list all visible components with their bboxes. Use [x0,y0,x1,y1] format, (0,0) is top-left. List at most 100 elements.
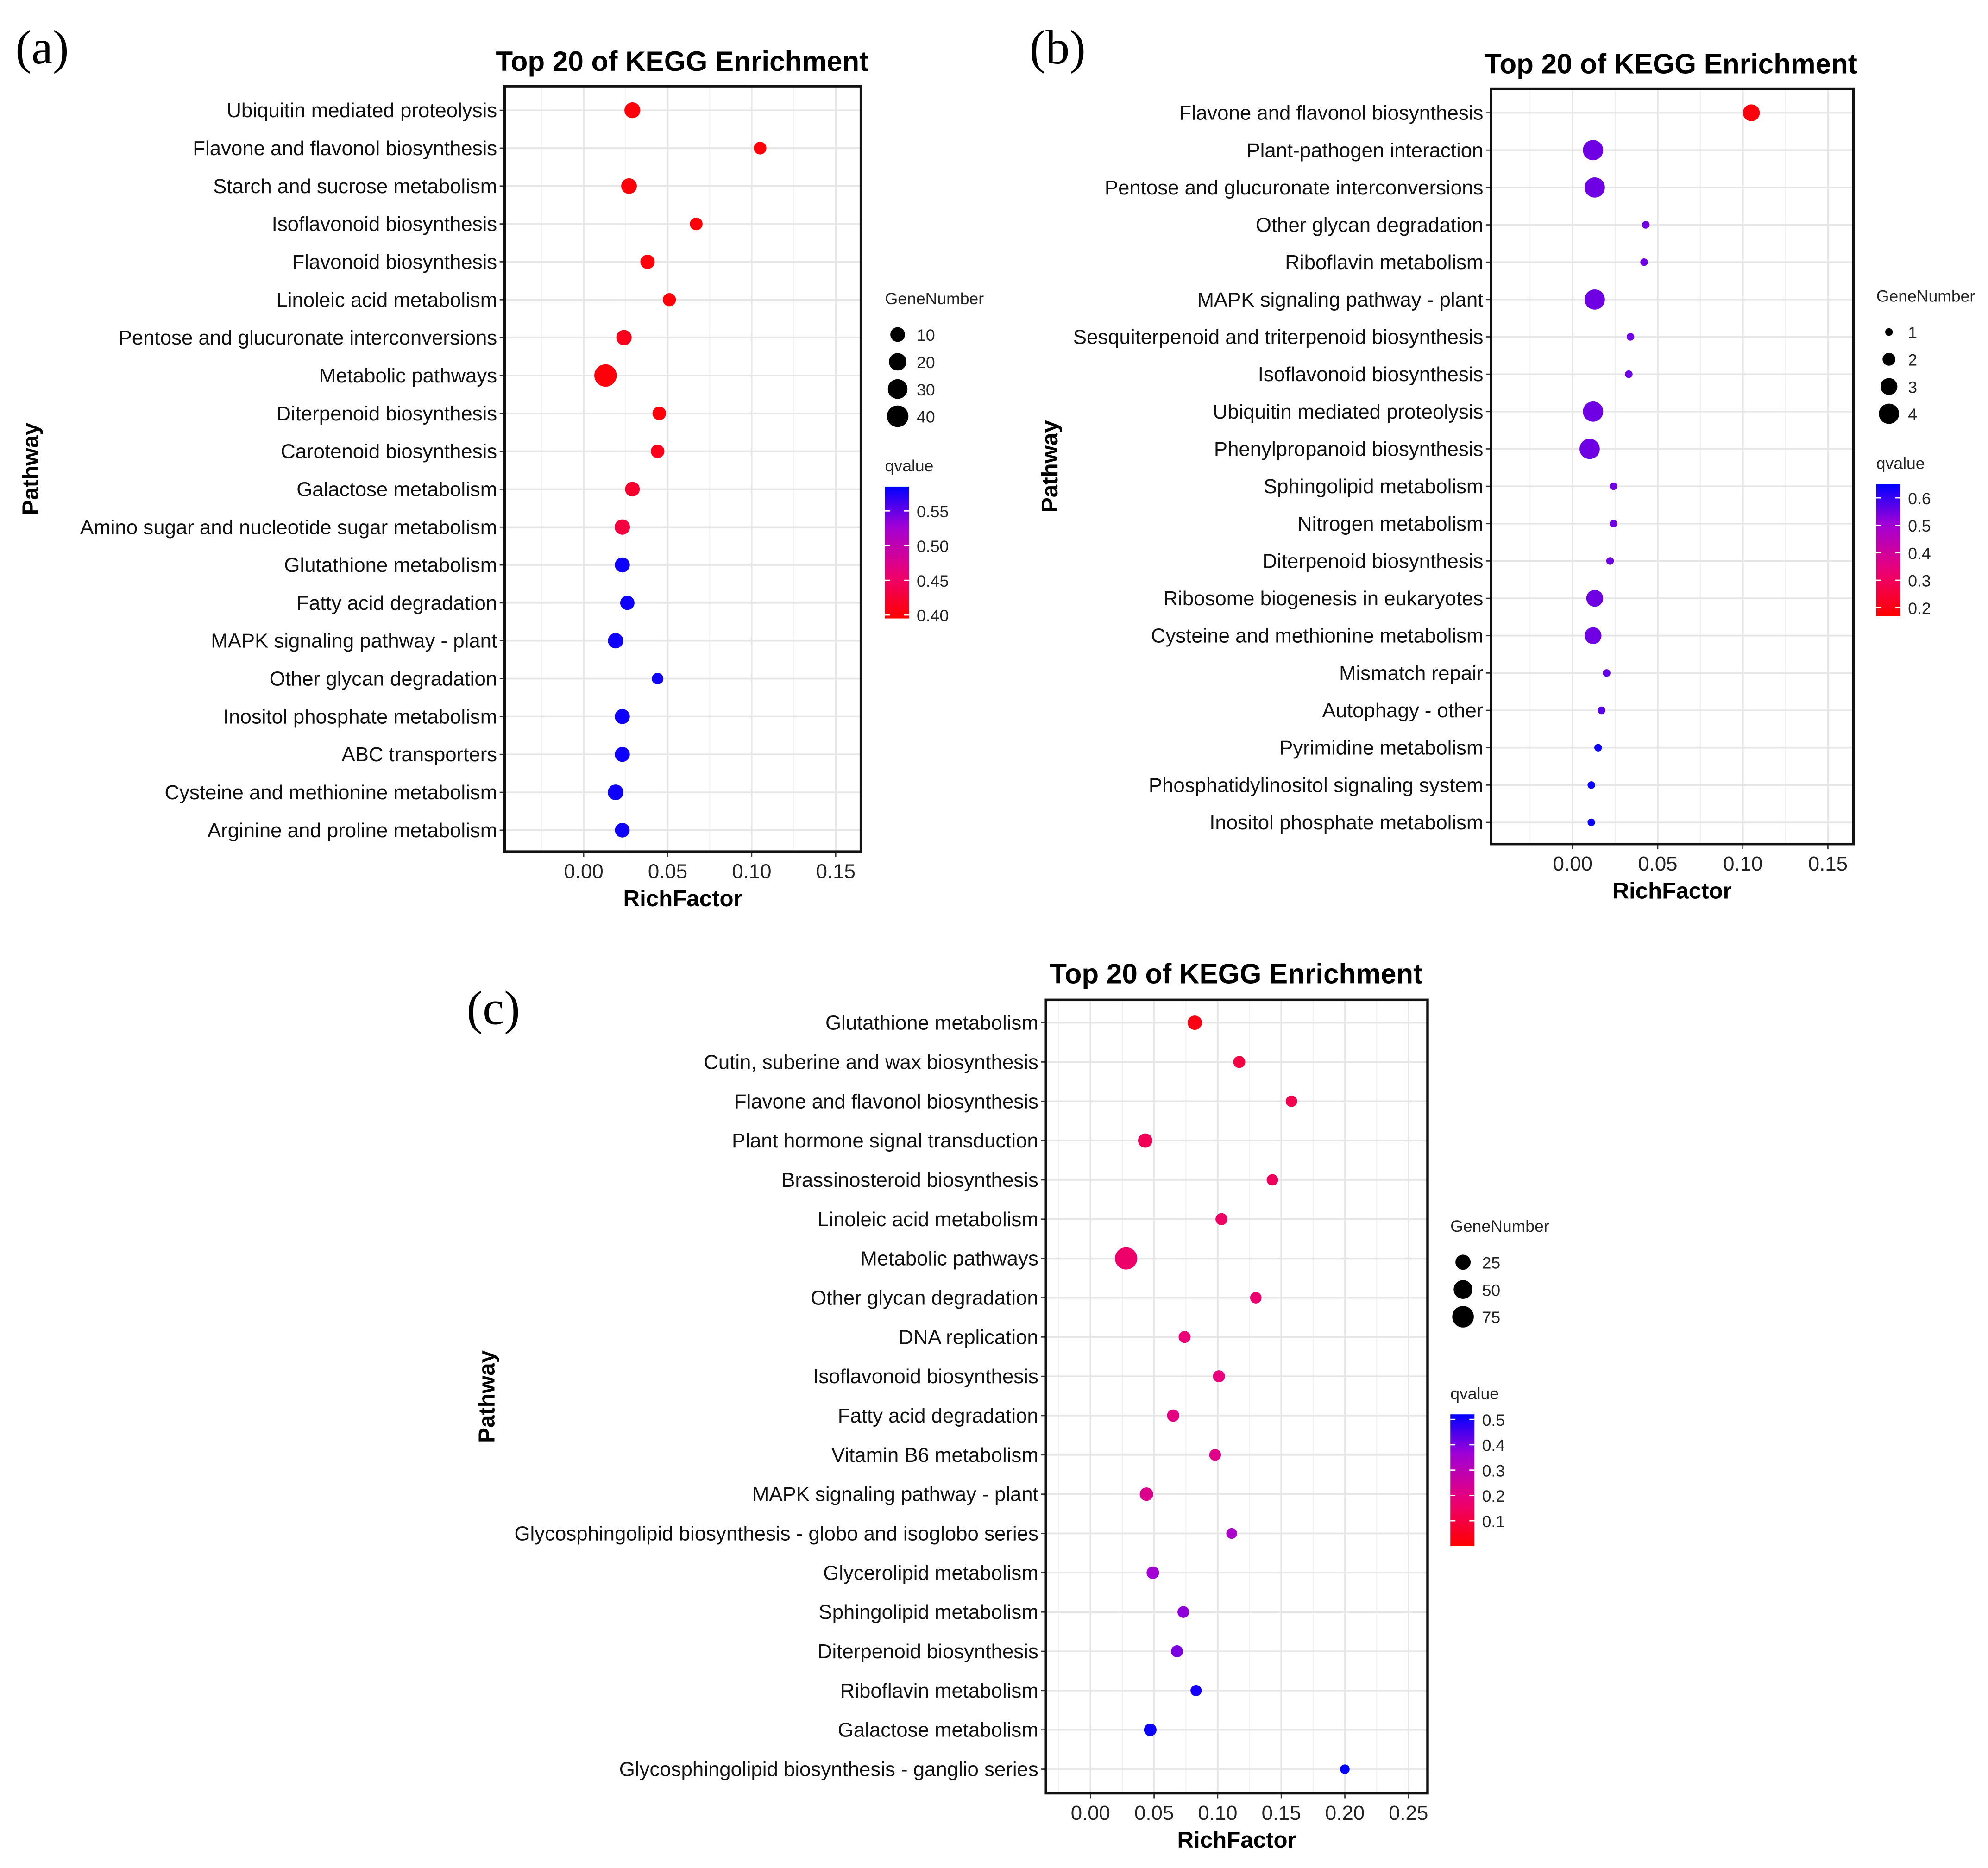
x-tick-label: 0.10 [732,860,771,883]
pathway-label: Metabolic pathways [319,364,497,387]
pathway-label: MAPK signaling pathway - plant [752,1483,1038,1506]
pathway-label: Ubiquitin mediated proteolysis [226,99,497,122]
pathway-label: Sphingolipid metabolism [818,1601,1038,1624]
pathway-label: ABC transporters [342,743,497,766]
color-legend-label: 0.3 [1482,1461,1505,1480]
data-point [1226,1528,1237,1539]
size-legend-key [1880,378,1898,395]
pathway-label: Linoleic acid metabolism [818,1208,1038,1231]
pathway-label: Cutin, suberine and wax biosynthesis [704,1051,1038,1073]
color-legend-label: 0.40 [917,607,949,625]
pathway-label: Other glycan degradation [1256,214,1483,237]
x-axis-title: RichFactor [623,886,742,911]
color-bar [1450,1414,1475,1546]
pathway-label: Diterpenoid biosynthesis [276,402,497,425]
x-tick-label: 0.05 [1638,853,1677,875]
data-point [624,102,641,119]
pathway-label: Phenylpropanoid biosynthesis [1214,438,1484,460]
y-axis-title: Pathway [18,422,43,515]
color-bar [1876,484,1900,616]
pathway-label: Ribosome biogenesis in eukaryotes [1163,587,1483,610]
pathway-label: Starch and sucrose metabolism [213,175,497,198]
color-legend-label: 0.55 [917,502,949,521]
pathway-label: Flavone and flavonol biosynthesis [1179,102,1484,125]
pathway-label: Glycerolipid metabolism [823,1561,1038,1584]
data-point [615,709,630,724]
data-point [625,482,640,497]
pathway-label: Fatty acid degradation [296,592,497,614]
size-legend-key [1885,328,1893,336]
size-legend-label: 75 [1482,1308,1501,1327]
x-tick-label: 0.10 [1723,853,1762,875]
data-point [1178,1331,1191,1343]
data-point [620,596,635,610]
data-point [1209,1449,1221,1461]
pathway-label: Sesquiterpenoid and triterpenoid biosynt… [1073,326,1484,349]
color-legend-title: qvalue [885,457,934,475]
data-point [754,142,767,155]
data-point [1233,1056,1246,1068]
data-point [1190,1685,1202,1696]
x-tick-label: 0.00 [564,860,604,883]
pathway-label: Linoleic acid metabolism [276,288,497,311]
color-legend-label: 0.1 [1482,1512,1505,1531]
data-point [1587,781,1595,789]
data-point [1146,1566,1159,1579]
panel-label: (a) [15,21,69,74]
x-tick-label: 0.15 [816,860,856,883]
color-legend-title: qvalue [1450,1384,1499,1403]
data-point [1610,482,1617,490]
pathway-label: Phosphatidylinositol signaling system [1149,774,1484,796]
data-point [1583,401,1604,422]
x-tick-label: 0.15 [1808,853,1848,875]
x-tick-label: 0.00 [1553,853,1592,875]
pathway-label: DNA replication [899,1326,1038,1348]
panel-a: (a) Top 20 of KEGG Enrichment 0.00 0.05 0.10… [15,21,984,911]
x-tick-label: 0.10 [1198,1802,1237,1824]
pathway-label: Inositol phosphate metabolism [223,705,497,728]
pathway-label: Glutathione metabolism [825,1012,1038,1034]
size-legend-label: 3 [1908,378,1917,396]
data-point [1177,1606,1189,1618]
plot-border [1044,998,1429,1795]
data-point [616,330,632,345]
size-legend-label: 40 [917,408,935,426]
size-legend-key [1879,403,1900,424]
data-point [1587,818,1595,827]
data-point [1171,1645,1183,1657]
data-point [1340,1764,1350,1774]
x-tick-label: 0.25 [1389,1802,1428,1824]
pathway-label: Cysteine and methionine metabolism [165,781,497,804]
pathway-label: Glycosphingolipid biosynthesis - ganglio… [619,1758,1038,1781]
panel-label: (b) [1030,21,1086,74]
size-legend-label: 50 [1482,1281,1501,1299]
size-legend-title: GeneNumber [1876,287,1975,305]
data-point [1642,221,1650,229]
data-point [1138,1133,1152,1148]
plot-border [503,85,862,853]
size-legend-label: 25 [1482,1254,1501,1272]
data-point [690,217,703,231]
y-axis-title: Pathway [1037,420,1063,513]
data-point [1586,589,1604,607]
chart-title: Top 20 of KEGG Enrichment [496,46,868,77]
data-point [621,178,637,194]
pathway-label: Amino sugar and nucleotide sugar metabol… [80,516,497,539]
x-tick-label: 0.15 [1262,1802,1301,1824]
data-point [1144,1724,1157,1736]
pathway-label: Flavone and flavonol biosynthesis [734,1090,1038,1113]
data-point [1743,104,1760,121]
data-point [614,519,630,535]
data-point [1250,1292,1262,1304]
data-point [1213,1370,1225,1383]
chart-title: Top 20 of KEGG Enrichment [1050,959,1422,990]
size-legend-label: 4 [1908,405,1917,424]
pathway-label: Nitrogen metabolism [1297,513,1483,535]
size-legend-key [887,379,908,399]
data-point [1585,289,1605,310]
data-point [1598,706,1605,715]
data-point [652,407,666,420]
panel-label: (c) [467,981,520,1034]
